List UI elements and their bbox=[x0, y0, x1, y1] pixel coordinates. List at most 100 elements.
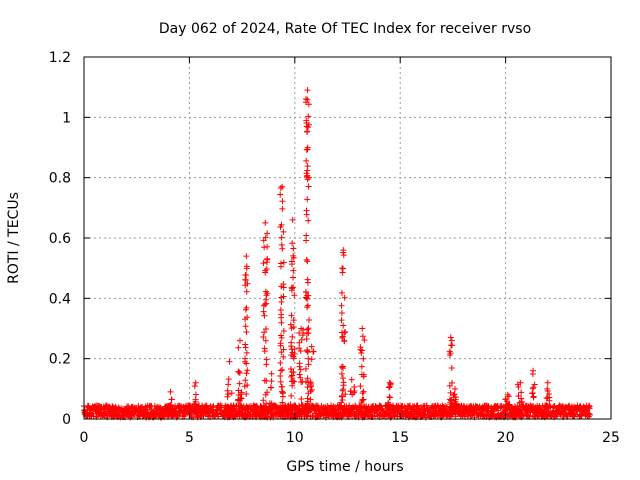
data-point bbox=[303, 335, 310, 342]
data-point bbox=[278, 234, 285, 241]
data-point bbox=[452, 385, 459, 392]
data-point bbox=[340, 382, 347, 389]
data-point bbox=[304, 276, 311, 283]
data-point bbox=[341, 338, 348, 345]
data-point bbox=[288, 312, 295, 319]
data-point bbox=[308, 343, 315, 350]
data-point bbox=[268, 378, 275, 385]
y-tick-label: 0.6 bbox=[49, 231, 71, 247]
data-point bbox=[290, 284, 297, 291]
data-point bbox=[277, 373, 284, 380]
data-point bbox=[338, 317, 345, 324]
data-point bbox=[544, 402, 551, 409]
data-point bbox=[241, 358, 248, 365]
data-point bbox=[290, 267, 297, 274]
data-point bbox=[278, 319, 285, 326]
data-point bbox=[279, 366, 286, 373]
data-point bbox=[279, 389, 286, 396]
data-point bbox=[338, 302, 345, 309]
data-point bbox=[262, 219, 269, 226]
data-point bbox=[280, 228, 287, 235]
data-point bbox=[339, 334, 346, 341]
data-point bbox=[236, 397, 243, 404]
data-point bbox=[225, 391, 232, 398]
data-point bbox=[386, 379, 393, 386]
data-point bbox=[434, 402, 441, 409]
data-point bbox=[291, 292, 298, 299]
data-point bbox=[308, 402, 315, 409]
data-point bbox=[361, 337, 368, 344]
data-point bbox=[281, 402, 288, 409]
data-point bbox=[290, 252, 297, 259]
data-point bbox=[544, 394, 551, 401]
data-point bbox=[277, 367, 284, 374]
data-point bbox=[243, 272, 250, 279]
data-point bbox=[504, 391, 511, 398]
data-point bbox=[506, 406, 513, 413]
data-point bbox=[341, 294, 348, 301]
data-point bbox=[304, 395, 311, 402]
data-point bbox=[358, 371, 365, 378]
data-point bbox=[303, 157, 310, 164]
data-point bbox=[360, 355, 367, 362]
data-point bbox=[277, 340, 284, 347]
data-point bbox=[290, 317, 297, 324]
data-point bbox=[290, 245, 297, 252]
data-point bbox=[243, 370, 250, 377]
data-point bbox=[515, 393, 522, 400]
data-point bbox=[279, 383, 286, 390]
data-point bbox=[289, 240, 296, 247]
data-point bbox=[289, 349, 296, 356]
data-point bbox=[358, 350, 365, 357]
data-point bbox=[268, 384, 275, 391]
data-point bbox=[339, 333, 346, 340]
data-point bbox=[290, 377, 297, 384]
y-tick-label: 0.4 bbox=[49, 291, 71, 307]
data-point bbox=[308, 387, 315, 394]
x-tick-label: 20 bbox=[497, 430, 515, 446]
data-point bbox=[342, 391, 349, 398]
data-point bbox=[517, 379, 524, 386]
data-point bbox=[304, 144, 311, 151]
data-point bbox=[263, 400, 270, 407]
data-point bbox=[530, 367, 537, 374]
data-point bbox=[279, 198, 286, 205]
data-point bbox=[236, 380, 243, 387]
data-point bbox=[544, 379, 551, 386]
data-point bbox=[277, 184, 284, 191]
data-point bbox=[503, 401, 510, 408]
data-point bbox=[288, 378, 295, 385]
data-point bbox=[305, 121, 312, 128]
data-point bbox=[235, 392, 242, 399]
data-point bbox=[305, 217, 312, 224]
data-point bbox=[350, 389, 357, 396]
data-point bbox=[338, 370, 345, 377]
y-tick-label: 0.2 bbox=[49, 352, 71, 368]
data-point bbox=[278, 314, 285, 321]
data-point bbox=[305, 113, 312, 120]
data-point bbox=[168, 396, 175, 403]
data-point bbox=[235, 396, 242, 403]
y-axis-label: ROTI / TECUs bbox=[6, 192, 22, 284]
data-point bbox=[262, 267, 269, 274]
data-point bbox=[263, 377, 270, 384]
data-point bbox=[303, 211, 310, 218]
data-point bbox=[338, 363, 345, 370]
data-point bbox=[303, 96, 310, 103]
data-point bbox=[357, 383, 364, 390]
data-point bbox=[262, 301, 269, 308]
data-point bbox=[348, 376, 355, 383]
data-point bbox=[410, 404, 417, 411]
data-point bbox=[305, 317, 312, 324]
y-tick-label: 1.2 bbox=[49, 50, 71, 66]
data-point bbox=[310, 348, 317, 355]
data-point bbox=[277, 360, 284, 367]
data-point bbox=[242, 282, 249, 289]
data-point bbox=[261, 312, 268, 319]
data-point bbox=[387, 380, 394, 387]
data-point bbox=[346, 406, 353, 413]
data-point bbox=[175, 412, 182, 419]
data-point bbox=[243, 304, 250, 311]
data-point bbox=[415, 405, 422, 412]
data-point bbox=[452, 403, 459, 410]
